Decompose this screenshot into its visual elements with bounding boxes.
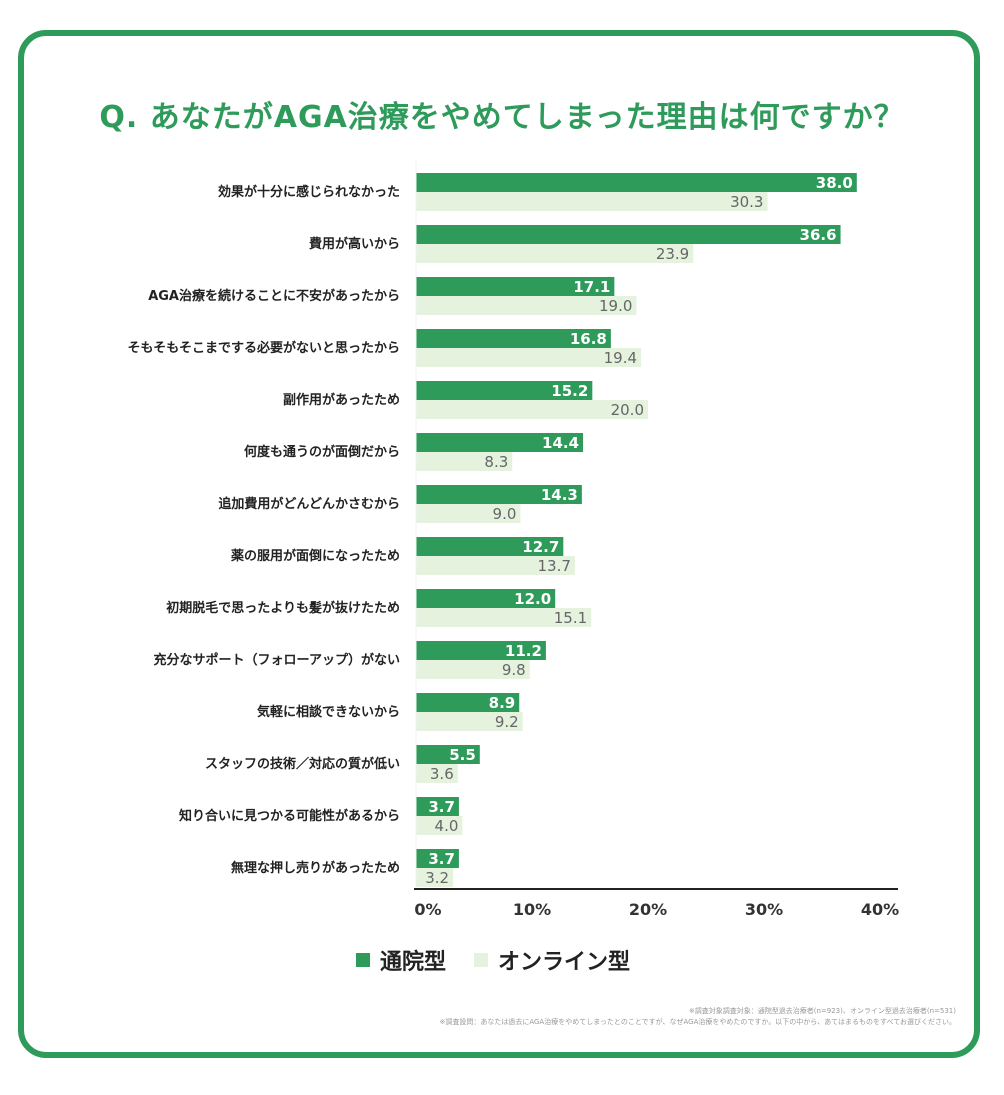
bar-tsuuin xyxy=(416,433,584,452)
value-label-tsuuin: 5.5 xyxy=(449,746,476,764)
value-label-tsuuin: 3.7 xyxy=(428,850,455,868)
bar-tsuuin xyxy=(416,849,459,868)
footnote-sample: ※調査対象調査対象：通院型過去治療者(n=923)、オンライン型過去治療者(n=… xyxy=(688,1007,956,1015)
category-label: そもそもそこまでする必要がないと思ったから xyxy=(128,340,400,356)
value-label-online: 19.0 xyxy=(599,297,632,315)
bar-tsuuin xyxy=(416,589,556,608)
value-label-tsuuin: 16.8 xyxy=(570,330,607,348)
bar-tsuuin xyxy=(416,173,857,192)
bar-online xyxy=(416,660,530,679)
legend: 通院型 オンライン型 xyxy=(356,944,630,976)
category-label: スタッフの技術／対応の質が低い xyxy=(205,756,400,772)
value-label-online: 19.4 xyxy=(604,349,637,367)
category-label: 副作用があったため xyxy=(283,392,400,408)
legend-label-b: オンライン型 xyxy=(498,950,631,975)
legend-label-a: 通院型 xyxy=(380,950,447,975)
category-label: 追加費用がどんどんかさむから xyxy=(218,496,400,512)
value-label-tsuuin: 17.1 xyxy=(573,278,610,296)
category-label: 費用が高いから xyxy=(309,236,400,252)
chart-title: Q. あなたがAGA治療をやめてしまった理由は何ですか？ xyxy=(99,100,905,135)
footnote-question: ※調査設問：あなたは過去にAGA治療をやめてしまったとのことですが、なぜAGA治… xyxy=(439,1018,956,1026)
category-label: 気軽に相談できないから xyxy=(257,704,400,720)
value-label-online: 30.3 xyxy=(730,193,763,211)
bar-tsuuin xyxy=(416,641,546,660)
legend-swatch-a xyxy=(356,953,370,967)
legend-item-tsuuin: 通院型 xyxy=(356,944,446,976)
bar-tsuuin xyxy=(416,485,582,504)
value-label-tsuuin: 14.3 xyxy=(541,486,578,504)
bar-tsuuin xyxy=(416,797,459,816)
value-label-online: 8.3 xyxy=(484,453,508,471)
x-tick-label: 10% xyxy=(513,900,551,919)
legend-swatch-b xyxy=(474,953,489,967)
value-label-tsuuin: 11.2 xyxy=(505,642,542,660)
bar-tsuuin xyxy=(416,277,615,296)
value-label-online: 4.0 xyxy=(435,817,459,835)
value-label-tsuuin: 15.2 xyxy=(551,382,588,400)
value-label-online: 3.6 xyxy=(430,765,454,783)
category-label: 初期脱毛で思ったよりも髪が抜けたため xyxy=(166,600,400,616)
bar-online xyxy=(416,452,513,471)
x-tick-label: 20% xyxy=(629,900,667,919)
bar-online xyxy=(416,608,592,627)
category-label: 薬の服用が面倒になったため xyxy=(230,548,400,564)
category-label: 効果が十分に感じられなかった xyxy=(218,184,400,200)
bar-tsuuin xyxy=(416,225,841,244)
bar-tsuuin xyxy=(416,537,564,556)
value-label-online: 3.2 xyxy=(425,869,449,887)
value-label-online: 13.7 xyxy=(538,557,571,575)
x-tick-label: 40% xyxy=(861,900,899,919)
bar-tsuuin xyxy=(416,329,611,348)
bar-tsuuin xyxy=(416,745,480,764)
value-label-online: 20.0 xyxy=(611,401,644,419)
bar-tsuuin xyxy=(416,381,593,400)
value-label-online: 9.0 xyxy=(493,505,517,523)
x-tick-label: 30% xyxy=(745,900,783,919)
value-label-tsuuin: 8.9 xyxy=(489,694,516,712)
category-label: AGA治療を続けることに不安があったから xyxy=(148,288,400,304)
legend-item-online: オンライン型 xyxy=(474,944,630,976)
category-label: 知り合いに見つかる可能性があるから xyxy=(179,808,400,824)
bar-online xyxy=(416,816,463,835)
bar-online xyxy=(416,504,521,523)
bar-online xyxy=(416,400,648,419)
bar-online xyxy=(416,764,458,783)
x-tick-label: 0% xyxy=(414,900,441,919)
bar-online xyxy=(416,556,575,575)
value-label-tsuuin: 12.0 xyxy=(514,590,551,608)
value-label-online: 9.8 xyxy=(502,661,526,679)
bar-online xyxy=(416,868,454,887)
bar-tsuuin xyxy=(416,693,520,712)
bar-online xyxy=(416,712,523,731)
category-label: 充分なサポート（フォローアップ）がない xyxy=(154,652,400,668)
value-label-tsuuin: 3.7 xyxy=(428,798,455,816)
category-label: 無理な押し売りがあったため xyxy=(231,860,400,876)
value-label-tsuuin: 14.4 xyxy=(542,434,579,452)
value-label-online: 15.1 xyxy=(554,609,587,627)
bar-online xyxy=(416,296,637,315)
bar-online xyxy=(416,244,694,263)
value-label-tsuuin: 12.7 xyxy=(522,538,559,556)
value-label-online: 9.2 xyxy=(495,713,519,731)
category-label: 何度も通うのが面倒だから xyxy=(244,444,400,460)
bar-online xyxy=(416,348,642,367)
value-label-online: 23.9 xyxy=(656,245,689,263)
value-label-tsuuin: 36.6 xyxy=(800,226,837,244)
bar-online xyxy=(416,192,768,211)
value-label-tsuuin: 38.0 xyxy=(816,174,853,192)
